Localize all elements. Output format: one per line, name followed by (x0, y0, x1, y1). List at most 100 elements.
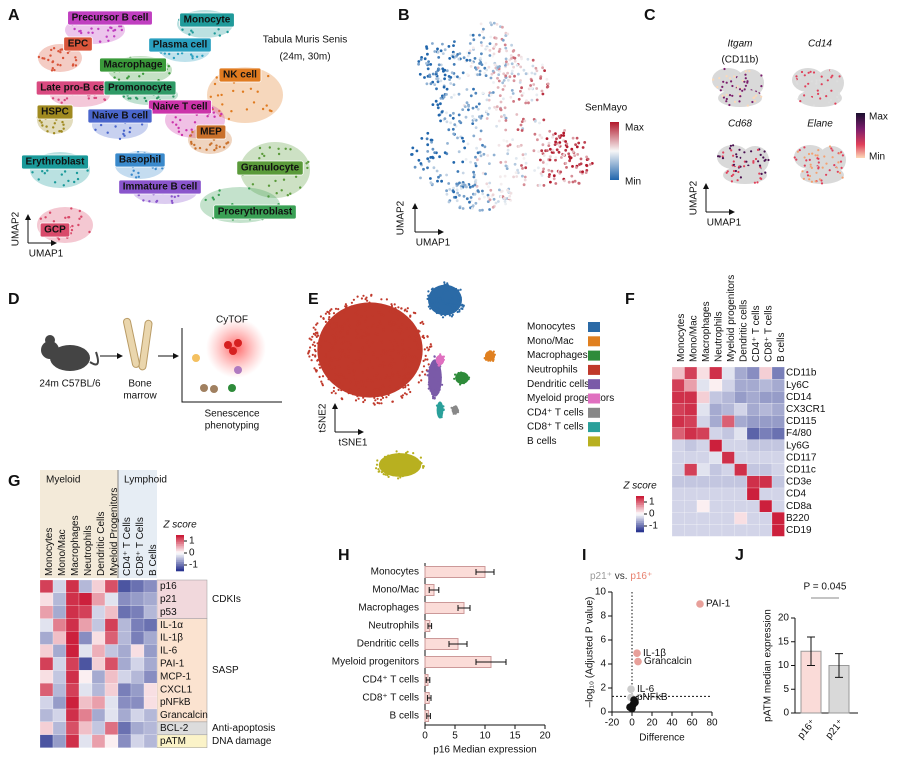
legend-swatch (588, 436, 600, 447)
cell-dot (60, 173, 63, 176)
cell-dot (406, 460, 409, 463)
cell-dot (53, 181, 57, 184)
cell-dot (230, 110, 233, 113)
cell-dot (405, 453, 408, 456)
heat-cell (721, 500, 735, 513)
cell-dot (475, 184, 479, 188)
cell-type-label: EPC (68, 39, 89, 50)
cell-dot (347, 392, 350, 395)
cell-dot (513, 59, 517, 63)
cell-dot (330, 308, 333, 311)
cell-dot (453, 40, 456, 43)
cell-dot (379, 398, 383, 401)
cell-dot (154, 167, 157, 171)
cell-dot (395, 387, 398, 390)
cell-dot (445, 120, 449, 124)
cell-dot (375, 463, 379, 466)
cell-dot (342, 336, 345, 339)
cell-dot (61, 120, 64, 124)
cell-dot (461, 171, 465, 175)
cell-icon (192, 354, 200, 362)
cell-dot (397, 466, 400, 469)
cell-dot (434, 307, 438, 310)
error-bar (426, 713, 431, 719)
cell-dot (204, 198, 207, 202)
x-tick-label: -20 (605, 718, 620, 729)
cell-dot (379, 377, 382, 380)
cell-dot (489, 21, 492, 25)
cell-dot (431, 80, 435, 84)
cell-dot (494, 201, 498, 205)
cell-dot (365, 354, 368, 357)
cell-dot (568, 159, 571, 163)
cell-dot (176, 52, 180, 56)
colorbar-segment (176, 538, 184, 541)
cell-dot (462, 139, 465, 143)
cell-dot (99, 123, 103, 127)
cell-dot (836, 80, 839, 83)
label-box (87, 108, 153, 124)
cell-dot (361, 346, 364, 350)
cell-dot (137, 175, 140, 178)
cell-dot (400, 307, 403, 310)
cell-dot (732, 169, 736, 173)
cell-dot (46, 130, 49, 133)
cell-dot (453, 75, 457, 78)
cell-dot (465, 101, 469, 105)
cell-dot (474, 126, 478, 129)
colorbar-tick-label: -1 (649, 521, 658, 532)
cell-dot (321, 375, 325, 378)
heat-cell (746, 524, 760, 537)
cell-dot (378, 364, 381, 367)
cell-dot (488, 106, 491, 110)
cell-dot (47, 58, 50, 62)
cell-dot (41, 170, 44, 173)
cell-dot (437, 411, 440, 415)
cell-dot (370, 294, 373, 297)
cell-dot (794, 78, 797, 81)
cell-dot (393, 362, 396, 365)
cell-dot (401, 396, 404, 399)
cell-dot (429, 389, 432, 392)
cell-type-label: Plasma cell (153, 40, 208, 51)
cell-dot (396, 318, 399, 321)
cell-dot (451, 127, 455, 131)
cell-dot (401, 343, 404, 346)
cell-dot (492, 359, 495, 362)
heat-cell (78, 631, 93, 645)
cell-dot (427, 381, 431, 384)
cell-dot (436, 305, 439, 308)
cell-dot (129, 126, 132, 130)
cell-dot (335, 322, 338, 325)
cell-dot (828, 169, 831, 172)
cell-dot (177, 194, 180, 198)
error-bar (835, 653, 843, 678)
cell-dot (465, 197, 469, 201)
cell-dot (456, 411, 460, 414)
cell-dot (427, 290, 430, 293)
cell-icon (234, 339, 242, 347)
cell-dot (113, 35, 116, 38)
heat-cell (734, 463, 748, 476)
cell-dot (500, 115, 503, 118)
heat-cell (65, 657, 80, 671)
cell-dot (563, 179, 566, 183)
cell-dot (555, 137, 558, 141)
cell-dot (171, 201, 174, 205)
heat-cell (709, 475, 723, 489)
cell-dot (498, 69, 502, 73)
cell-dot (558, 141, 562, 144)
cell-dot (91, 31, 94, 34)
cell-dot (316, 342, 319, 345)
cell-dot (471, 122, 475, 125)
cell-label: HSPC (36, 104, 74, 120)
heat-cell (721, 512, 735, 525)
cell-dot (455, 199, 459, 203)
x-axis-label: p16 Median expression (433, 745, 536, 756)
cell-dot (501, 88, 505, 91)
cell-dot (57, 50, 60, 53)
cell-dot (403, 467, 406, 470)
heat-cell (671, 427, 685, 440)
cell-dot (376, 372, 379, 375)
cell-dot (767, 158, 770, 162)
